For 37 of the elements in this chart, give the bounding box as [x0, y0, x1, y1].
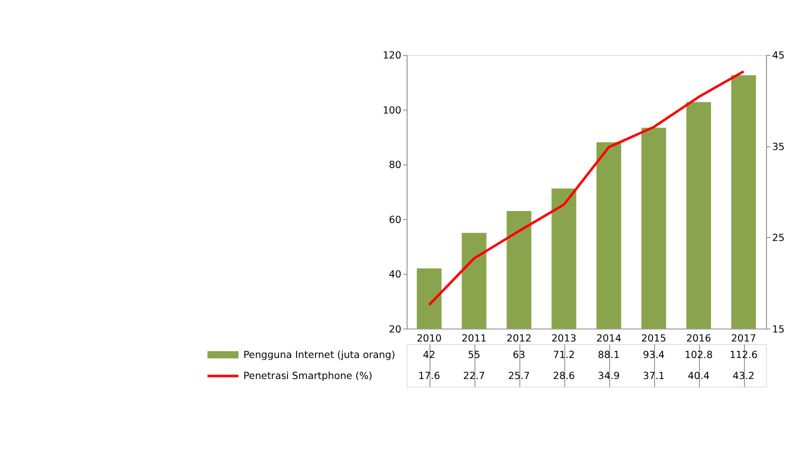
data-label: 71.2 — [553, 350, 575, 362]
data-label: 55 — [468, 350, 480, 362]
y-tick-label: 40 — [388, 270, 402, 281]
data-label: 34.9 — [598, 371, 620, 382]
y2-tick-label: 35 — [772, 142, 785, 153]
data-label: 93.4 — [642, 350, 665, 362]
data-label: 40.4 — [688, 371, 710, 382]
data-label: 37.1 — [642, 371, 665, 382]
x-tick-label: 2015 — [641, 333, 666, 344]
y2-tick-label: 25 — [772, 233, 785, 244]
data-label: 28.6 — [553, 371, 575, 382]
y-tick-label: 80 — [388, 160, 402, 172]
x-tick-label: 2014 — [596, 333, 622, 344]
data-label: 102.8 — [684, 350, 713, 362]
x-tick-label: 2011 — [462, 333, 487, 344]
data-label: 42 — [422, 350, 436, 362]
y-tick-label: 120 — [382, 50, 402, 62]
y2-tick-label: 15 — [772, 324, 785, 336]
y-tick-label: 100 — [382, 105, 402, 116]
y-tick-label: 60 — [388, 214, 402, 226]
y-tick-label: 20 — [388, 324, 402, 336]
data-label: 88.1 — [598, 350, 620, 362]
data-label: 112.6 — [730, 350, 758, 362]
y2-tick-label: 45 — [772, 50, 785, 62]
x-tick-label: 2013 — [551, 333, 576, 344]
x-tick-label: 2010 — [416, 333, 442, 344]
line-series — [428, 70, 745, 306]
x-tick-label: 2016 — [686, 333, 712, 344]
legend-label: Penetrasi Smartphone (%) — [243, 371, 372, 382]
x-tick-label: 2017 — [731, 333, 756, 344]
data-label: 25.7 — [508, 371, 530, 382]
data-label: 17.6 — [418, 371, 440, 382]
legend-label: Pengguna Internet (juta orang) — [243, 350, 396, 362]
data-label: 43.2 — [732, 371, 755, 382]
data-label: 63 — [512, 350, 526, 362]
x-tick-label: 2012 — [506, 333, 532, 344]
data-label: 22.7 — [463, 371, 485, 382]
